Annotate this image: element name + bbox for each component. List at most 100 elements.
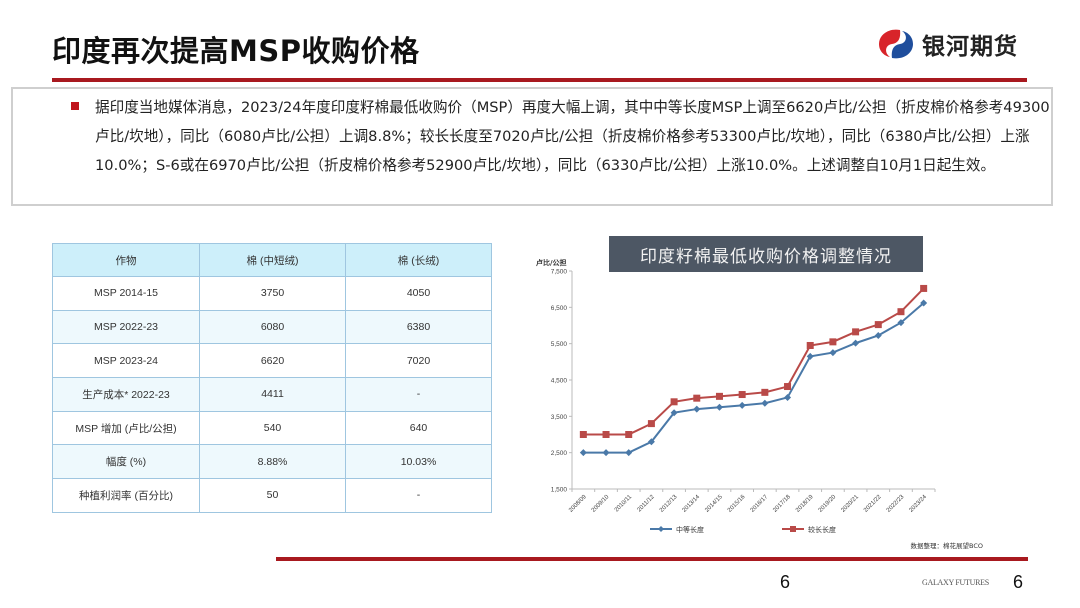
table-row: MSP 2023-24 6620 7020 (52, 343, 492, 379)
table-cell: MSP 增加 (卢比/公担) (52, 410, 200, 446)
data-point-diamond (806, 352, 814, 360)
page-title: 印度再次提高MSP收购价格 (52, 34, 420, 68)
data-point-diamond (852, 339, 860, 347)
table-cell: MSP 2023-24 (52, 343, 200, 379)
data-point-diamond (874, 331, 882, 339)
footer-divider (276, 557, 1028, 561)
data-point-square (806, 341, 814, 349)
y-tick-label: 7,500 (551, 269, 568, 276)
x-tick-label: 2011/12 (637, 494, 657, 514)
table-cell: MSP 2014-15 (52, 276, 200, 311)
data-point-square (761, 388, 769, 396)
data-point-square (715, 392, 723, 400)
table-cell: 生产成本* 2022-23 (52, 377, 200, 412)
table-cell: 7020 (345, 343, 492, 379)
x-tick-label: 2014/15 (704, 494, 724, 514)
x-tick-label: 2018/19 (795, 494, 815, 514)
summary-note-text: 据印度当地媒体消息，2023/24年度印度籽棉最低收购价（MSP）再度大幅上调，… (95, 99, 1050, 174)
data-point-square (647, 420, 655, 428)
data-point-square (602, 431, 610, 438)
x-tick-label: 2010/11 (614, 494, 634, 514)
table-cell: 幅度 (%) (52, 444, 200, 480)
data-point-diamond (920, 299, 928, 307)
data-point-diamond (693, 405, 701, 413)
table-header-cell: 棉 (中短绒) (199, 243, 346, 277)
table-cell: 4050 (345, 276, 492, 311)
chart-canvas: 卢比/公担 1,500 2,500 3,500 4,500 5,500 6,500 7,500… (536, 258, 984, 550)
data-point-square (784, 383, 792, 391)
page-number-right: 6 (1013, 572, 1024, 592)
y-tick-label: 3,500 (551, 414, 568, 421)
table-cell: 50 (199, 478, 346, 513)
legend-label: 较长长度 (808, 525, 836, 534)
x-tick-label: 2013/14 (682, 494, 702, 514)
page-number: 6 (780, 572, 791, 592)
data-point-diamond (761, 399, 769, 407)
chart-title: 印度籽棉最低收购价格调整情况 (609, 236, 923, 272)
x-tick-label: 2015/16 (727, 494, 747, 514)
galaxy-futures-logo-icon (879, 29, 913, 59)
x-tick-label: 2008/09 (568, 494, 588, 514)
data-point-square (670, 398, 678, 406)
data-point-square (693, 394, 701, 402)
x-tick-label: 2017/18 (772, 494, 792, 514)
y-tick-label: 6,500 (551, 305, 568, 312)
table-cell: 4411 (199, 377, 346, 412)
y-axis-label: 卢比/公担 (536, 258, 567, 267)
data-point-square (874, 321, 882, 329)
chart-source-note: 数据整理：棉花展望BCO (911, 541, 984, 550)
summary-note-box: 据印度当地媒体消息，2023/24年度印度籽棉最低收购价（MSP）再度大幅上调，… (11, 87, 1053, 206)
table-cell: 6620 (199, 343, 346, 379)
y-tick-label: 2,500 (551, 450, 568, 457)
table-cell: 8.88% (199, 444, 346, 480)
table-row: 种植利润率 (百分比) 50 - (52, 478, 492, 513)
table-header-cell: 棉 (长绒) (345, 243, 492, 277)
y-tick-label: 4,500 (551, 378, 568, 385)
data-point-square (897, 308, 905, 316)
data-point-diamond (602, 449, 610, 457)
y-tick-label: 1,500 (551, 487, 568, 494)
x-tick-label: 2012/13 (659, 494, 679, 514)
data-point-diamond (829, 349, 837, 357)
data-point-diamond (647, 438, 655, 446)
table-row: MSP 2014-15 3750 4050 (52, 276, 492, 311)
table-cell: 6080 (199, 309, 346, 345)
table-row: MSP 增加 (卢比/公担) 540 640 (52, 410, 492, 446)
legend-label: 中等长度 (676, 525, 704, 534)
title-divider (52, 78, 1027, 82)
data-point-square (852, 328, 860, 336)
data-point-diamond (715, 403, 723, 411)
table-cell: MSP 2022-23 (52, 309, 200, 345)
y-tick-label: 5,500 (551, 341, 568, 348)
data-point-diamond (897, 319, 905, 327)
table-header-row: 作物 棉 (中短绒) 棉 (长绒) (52, 243, 492, 277)
data-point-diamond (670, 409, 678, 417)
x-tick-label: 2016/17 (750, 494, 770, 514)
table-row: 幅度 (%) 8.88% 10.03% (52, 444, 492, 480)
data-point-diamond (784, 393, 792, 401)
x-tick-label: 2009/10 (591, 494, 611, 514)
msp-table: 作物 棉 (中短绒) 棉 (长绒) MSP 2014-15 3750 4050 … (52, 243, 492, 513)
x-tick-label: 2023/24 (908, 494, 928, 514)
table-cell: - (345, 478, 492, 513)
brand-logo: 银河期货 (876, 27, 1018, 61)
brand-name: 银河期货 (922, 34, 1018, 60)
series-line (583, 302, 925, 454)
data-point-square (738, 391, 746, 399)
table-cell: 3750 (199, 276, 346, 311)
table-cell: 640 (345, 410, 492, 446)
table-cell: 6380 (345, 309, 492, 345)
data-point-diamond (625, 449, 633, 457)
table-row: 生产成本* 2022-23 4411 - (52, 377, 492, 412)
x-tick-label: 2021/22 (863, 494, 883, 514)
table-cell: - (345, 377, 492, 412)
data-point-square (920, 284, 928, 292)
data-point-square (579, 431, 587, 438)
data-point-diamond (579, 449, 587, 457)
table-cell: 540 (199, 410, 346, 446)
data-point-diamond (738, 401, 746, 409)
series-line (583, 287, 925, 436)
x-tick-label: 2019/20 (818, 494, 838, 514)
table-row: MSP 2022-23 6080 6380 (52, 309, 492, 345)
table-cell: 10.03% (345, 444, 492, 480)
